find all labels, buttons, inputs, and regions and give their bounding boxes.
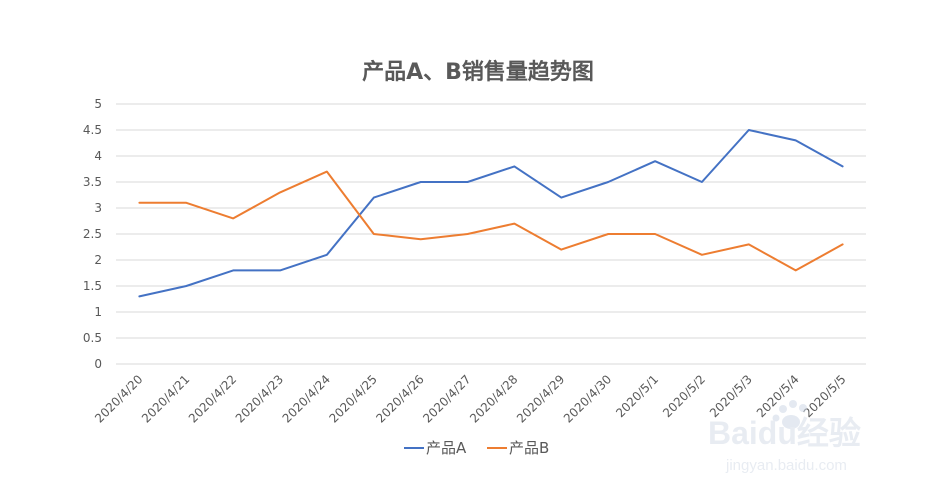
series-line-b [138, 170, 844, 272]
x-tick-label: 2020/5/2 [660, 372, 708, 420]
gridlines [116, 103, 866, 365]
data-point [278, 190, 283, 195]
data-point [699, 180, 704, 185]
watermark-brand: Baidu经验 [708, 415, 861, 451]
data-point [278, 268, 283, 273]
data-point [465, 180, 470, 185]
data-point [746, 128, 751, 133]
data-point [418, 180, 423, 185]
data-point [699, 252, 704, 257]
x-tick-label: 2020/5/5 [801, 372, 849, 420]
y-tick-label: 3 [94, 201, 102, 215]
paw-logo-icon [772, 400, 807, 429]
y-tick-label: 2 [94, 253, 102, 267]
x-tick-label: 2020/4/26 [373, 372, 426, 425]
y-tick-label: 1 [94, 305, 102, 319]
y-tick-label: 5 [94, 97, 102, 111]
data-point [418, 237, 423, 242]
watermark: Baidu经验 jingyan.baidu.com [708, 400, 861, 474]
x-tick-label: 2020/4/21 [139, 372, 192, 425]
data-point [559, 247, 564, 252]
data-point [653, 159, 658, 164]
x-tick-label: 2020/5/3 [707, 372, 755, 420]
y-tick-label: 2.5 [83, 227, 102, 241]
data-point [512, 221, 517, 226]
y-axis-ticks: 0 0.5 1 1.5 2 2.5 3 3.5 4 4.5 5 [83, 97, 102, 371]
x-tick-label: 2020/5/4 [754, 372, 802, 420]
data-point [184, 200, 189, 205]
y-tick-label: 1.5 [83, 279, 102, 293]
series-line-a [138, 129, 844, 298]
data-point [231, 268, 236, 273]
data-point [840, 164, 845, 169]
data-point [137, 200, 142, 205]
y-tick-label: 3.5 [83, 175, 102, 189]
watermark-url: jingyan.baidu.com [725, 457, 847, 474]
x-tick-label: 2020/4/29 [514, 372, 567, 425]
data-point [606, 232, 611, 237]
x-tick-label: 2020/4/30 [561, 372, 614, 425]
data-point [653, 232, 658, 237]
legend-label-b: 产品B [509, 439, 549, 457]
data-point [137, 294, 142, 299]
data-point [465, 232, 470, 237]
y-tick-label: 4 [94, 149, 102, 163]
legend-item-b[interactable]: 产品B [487, 439, 549, 457]
x-tick-label: 2020/4/20 [92, 372, 145, 425]
data-point [324, 169, 329, 174]
x-tick-label: 2020/4/22 [186, 372, 239, 425]
data-point [512, 164, 517, 169]
data-point [371, 195, 376, 200]
data-point [793, 268, 798, 273]
data-point [559, 195, 564, 200]
data-point [324, 252, 329, 257]
data-point [793, 138, 798, 143]
legend: 产品A 产品B [404, 439, 549, 457]
data-point [746, 242, 751, 247]
series-lines [137, 128, 845, 299]
legend-label-a: 产品A [426, 439, 467, 457]
x-tick-label: 2020/4/28 [467, 372, 520, 425]
data-point [184, 284, 189, 289]
chart-title: 产品A、B销售量趋势图 [362, 59, 594, 85]
legend-item-a[interactable]: 产品A [404, 439, 467, 457]
data-point [231, 216, 236, 221]
x-tick-label: 2020/4/25 [327, 372, 380, 425]
x-tick-label: 2020/4/24 [280, 372, 333, 425]
y-tick-label: 0.5 [83, 331, 102, 345]
data-point [840, 242, 845, 247]
data-point [606, 180, 611, 185]
y-tick-label: 4.5 [83, 123, 102, 137]
x-tick-label: 2020/4/27 [420, 372, 473, 425]
x-tick-label: 2020/5/1 [613, 372, 661, 420]
y-tick-label: 0 [94, 357, 102, 371]
data-point [371, 232, 376, 237]
x-tick-label: 2020/4/23 [233, 372, 286, 425]
